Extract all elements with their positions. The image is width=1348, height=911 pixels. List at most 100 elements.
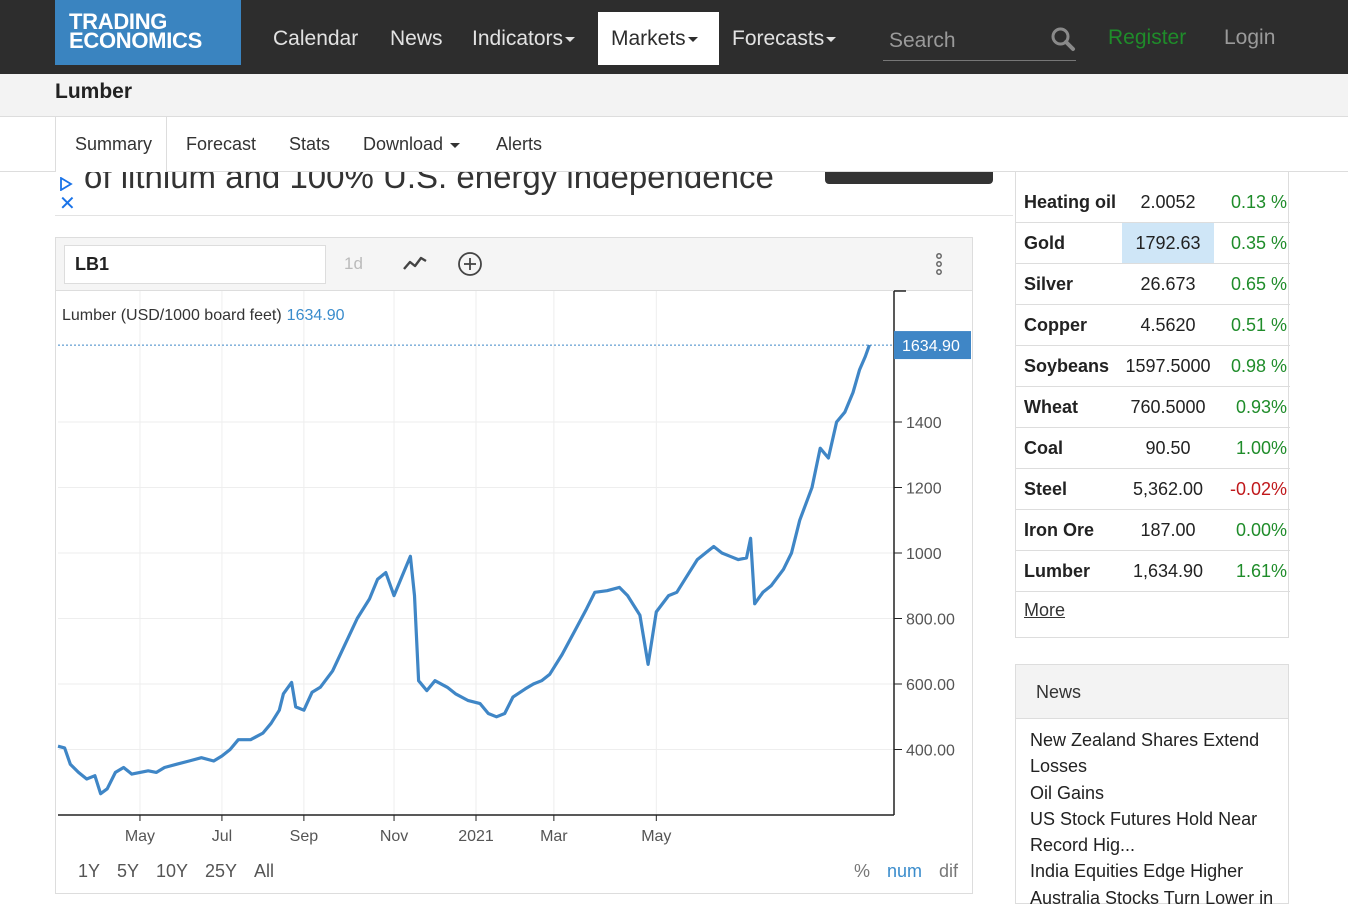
table-row[interactable]: Iron Ore 187.00 0.00% — [1016, 510, 1290, 551]
tab-download-label: Download — [363, 134, 444, 154]
news-item[interactable]: Oil Gains — [1030, 782, 1105, 803]
commodity-name[interactable]: Copper — [1024, 315, 1087, 335]
x-tick-label: Jul — [212, 828, 232, 845]
commodity-change: 0.65 % — [1230, 274, 1287, 294]
nav-markets-label: Markets — [611, 27, 686, 50]
commodity-price: 90.50 — [1145, 438, 1191, 458]
commodity-name[interactable]: Soybeans — [1024, 356, 1110, 376]
nav-news-label: News — [390, 27, 443, 50]
series-line — [57, 344, 871, 796]
range-5y[interactable]: 5Y — [117, 861, 140, 881]
tab-summary[interactable]: Summary — [55, 117, 168, 172]
news-box: News New Zealand Shares Extend Losses Oil… — [1015, 664, 1289, 908]
range-all[interactable]: All — [254, 861, 275, 881]
commodity-change: 1.00% — [1235, 438, 1287, 458]
search-icon[interactable] — [1050, 26, 1076, 52]
commodity-price: 2.0052 — [1140, 192, 1196, 212]
news-title: News — [1036, 682, 1082, 702]
range-1y[interactable]: 1Y — [78, 861, 101, 881]
tab-stats[interactable]: Stats — [289, 117, 330, 172]
table-row[interactable]: Heating oil 2.0052 0.13 % — [1016, 182, 1290, 223]
interval-button[interactable]: 1d — [344, 254, 363, 273]
commodity-name[interactable]: Gold — [1024, 233, 1065, 253]
x-tick-label: Nov — [380, 828, 408, 845]
table-row[interactable]: Gold 1792.63 0.35 % — [1016, 223, 1290, 264]
commodity-price: 26.673 — [1140, 274, 1196, 294]
logo[interactable]: TRADING ECONOMICS — [55, 0, 241, 65]
commodity-name[interactable]: Wheat — [1024, 397, 1078, 417]
commodity-change: -0.02% — [1229, 479, 1287, 499]
x-tick-label: May — [641, 828, 671, 845]
chevron-down-icon — [826, 36, 837, 42]
nav-calendar[interactable]: Calendar — [260, 12, 371, 65]
mode-dif[interactable]: dif — [939, 861, 959, 881]
line-chart-icon[interactable] — [402, 251, 428, 277]
commodity-name[interactable]: Lumber — [1024, 561, 1091, 581]
y-tick-label: 1400 — [906, 415, 942, 432]
range-25y[interactable]: 25Y — [205, 861, 238, 881]
commodity-name[interactable]: Heating oil — [1024, 192, 1117, 212]
tab-summary-label: Summary — [75, 134, 153, 154]
last-price-label: 1634.90 — [902, 338, 960, 355]
commodity-price: 1597.5000 — [1125, 356, 1211, 376]
news-item[interactable]: US Stock Futures Hold Near Record Hig... — [1030, 808, 1258, 856]
commodity-change: 0.98 % — [1230, 356, 1287, 376]
add-indicator-icon[interactable] — [457, 251, 483, 277]
table-row[interactable]: Lumber 1,634.90 1.61% — [1016, 551, 1290, 592]
commodity-name[interactable]: Steel — [1024, 479, 1068, 499]
login-link[interactable]: Login — [1224, 26, 1276, 49]
tab-alerts[interactable]: Alerts — [496, 117, 542, 172]
table-row[interactable]: Coal 90.50 1.00% — [1016, 428, 1290, 469]
y-tick-label: 1200 — [906, 481, 942, 498]
nav-forecasts-label: Forecasts — [732, 27, 825, 50]
legend-label: Lumber (USD/1000 board feet) — [62, 307, 282, 324]
news-item[interactable]: Australia Stocks Turn Lower in — [1030, 887, 1274, 908]
commodity-change: 0.51 % — [1230, 315, 1287, 335]
tab-download[interactable]: Download — [363, 117, 461, 172]
ad-cta-button[interactable] — [825, 172, 993, 184]
ad-choices-icon[interactable] — [59, 177, 73, 191]
nav-indicators-label: Indicators — [472, 27, 564, 50]
tab-forecast[interactable]: Forecast — [186, 117, 256, 172]
commodity-name[interactable]: Coal — [1024, 438, 1064, 458]
chevron-down-icon — [687, 36, 698, 42]
commodity-change: 1.61% — [1235, 561, 1287, 581]
ad-text: of lithium and 100% U.S. energy independ… — [84, 172, 774, 195]
mode-num[interactable]: num — [887, 861, 923, 881]
news-list: New Zealand Shares Extend Losses Oil Gain… — [1030, 727, 1282, 911]
nav-forecasts[interactable]: Forecasts — [719, 12, 849, 65]
news-item[interactable]: New Zealand Shares Extend Losses — [1030, 730, 1260, 777]
table-row[interactable]: Wheat 760.5000 0.93% — [1016, 387, 1290, 428]
nav-indicators[interactable]: Indicators — [459, 12, 588, 65]
close-icon[interactable]: ✕ — [59, 193, 76, 215]
y-tick-label: 400.00 — [906, 743, 955, 760]
commodity-price: 5,362.00 — [1132, 479, 1204, 499]
nav-markets[interactable]: Markets — [598, 12, 719, 65]
last-price-tag — [894, 331, 971, 360]
commodity-price: 1,634.90 — [1132, 561, 1204, 581]
symbol-input[interactable] — [64, 245, 326, 284]
y-tick-label: 1000 — [906, 546, 942, 563]
range-10y[interactable]: 10Y — [156, 861, 189, 881]
legend-value: 1634.90 — [287, 307, 345, 324]
news-item[interactable]: India Equities Edge Higher — [1030, 861, 1244, 882]
table-row[interactable]: Soybeans 1597.5000 0.98 % — [1016, 346, 1290, 387]
chart-panel: 1d 400.00 600.00 800.00 1000 1200 1400 May Jul S… — [55, 237, 973, 894]
ad-banner[interactable]: of lithium and 100% U.S. energy independ… — [55, 172, 1013, 216]
table-row[interactable]: Copper 4.5620 0.51 % — [1016, 305, 1290, 346]
register-link[interactable]: Register — [1108, 26, 1187, 49]
more-link[interactable]: More — [1024, 600, 1066, 620]
y-tick-label: 800.00 — [906, 612, 955, 629]
news-header: News — [1016, 665, 1288, 719]
commodity-price: 760.5000 — [1130, 397, 1206, 417]
search-input[interactable] — [883, 26, 1043, 56]
table-row[interactable]: Silver 26.673 0.65 % — [1016, 264, 1290, 305]
price-chart[interactable]: 400.00 600.00 800.00 1000 1200 1400 May Jul Sep N… — [56, 238, 972, 893]
commodity-name[interactable]: Silver — [1024, 274, 1074, 294]
more-options-icon[interactable] — [926, 251, 952, 277]
nav-calendar-label: Calendar — [273, 27, 359, 50]
nav-news[interactable]: News — [377, 12, 456, 65]
commodity-name[interactable]: Iron Ore — [1024, 520, 1095, 540]
table-row[interactable]: Steel 5,362.00 -0.02% — [1016, 469, 1290, 510]
mode-percent[interactable]: % — [854, 861, 871, 881]
